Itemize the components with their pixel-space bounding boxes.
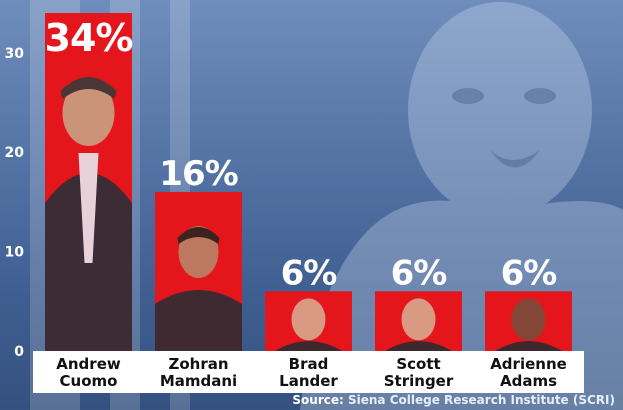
bar-group: 34% bbox=[45, 13, 133, 351]
person-portrait-icon bbox=[155, 225, 242, 351]
y-tick-label: 30 bbox=[5, 46, 25, 62]
person-portrait-icon bbox=[275, 298, 342, 351]
candidate-name-line: Andrew bbox=[56, 355, 121, 373]
source-note: Source: Siena College Research Institute… bbox=[292, 393, 615, 407]
name-panel bbox=[253, 351, 364, 393]
candidate-name-line: Lander bbox=[279, 372, 338, 390]
bar-group: 6% bbox=[485, 253, 572, 351]
bar-group: 6% bbox=[265, 253, 352, 351]
bars: 34% 16% 6% 6% 6% bbox=[45, 13, 572, 351]
value-label: 6% bbox=[501, 253, 557, 293]
person-portrait-icon bbox=[45, 77, 132, 351]
source-text: Siena College Research Institute (SCRI) bbox=[343, 393, 615, 407]
candidate-name-line: Mamdani bbox=[160, 372, 237, 390]
candidate-name-line: Scott bbox=[396, 355, 440, 373]
value-label: 16% bbox=[159, 154, 237, 194]
y-axis: 0 10 20 30 bbox=[5, 46, 25, 360]
bar-group: 16% bbox=[155, 154, 242, 351]
candidate-name-line: Brad bbox=[289, 355, 329, 373]
candidate-name-line: Stringer bbox=[384, 372, 454, 390]
value-label: 6% bbox=[391, 253, 447, 293]
candidate-name-line: Adams bbox=[500, 372, 557, 390]
candidate-name-line: Adrienne bbox=[490, 355, 567, 373]
value-label: 34% bbox=[45, 16, 133, 60]
name-panel bbox=[143, 351, 254, 393]
y-tick-label: 20 bbox=[5, 145, 25, 161]
name-panel bbox=[363, 351, 474, 393]
candidate-names: AndrewCuomoZohranMamdaniBradLanderScottS… bbox=[33, 351, 584, 393]
candidate-name-line: Zohran bbox=[168, 355, 228, 373]
person-portrait-icon bbox=[385, 298, 452, 351]
candidate-name-line: Cuomo bbox=[60, 372, 118, 390]
value-label: 6% bbox=[281, 253, 337, 293]
bar-group: 6% bbox=[375, 253, 462, 351]
name-panel bbox=[33, 351, 144, 393]
y-tick-label: 10 bbox=[5, 245, 25, 261]
source-label: Source: bbox=[292, 393, 344, 407]
person-portrait-icon bbox=[495, 298, 562, 351]
y-tick-label: 0 bbox=[14, 344, 24, 360]
name-panel bbox=[473, 351, 584, 393]
